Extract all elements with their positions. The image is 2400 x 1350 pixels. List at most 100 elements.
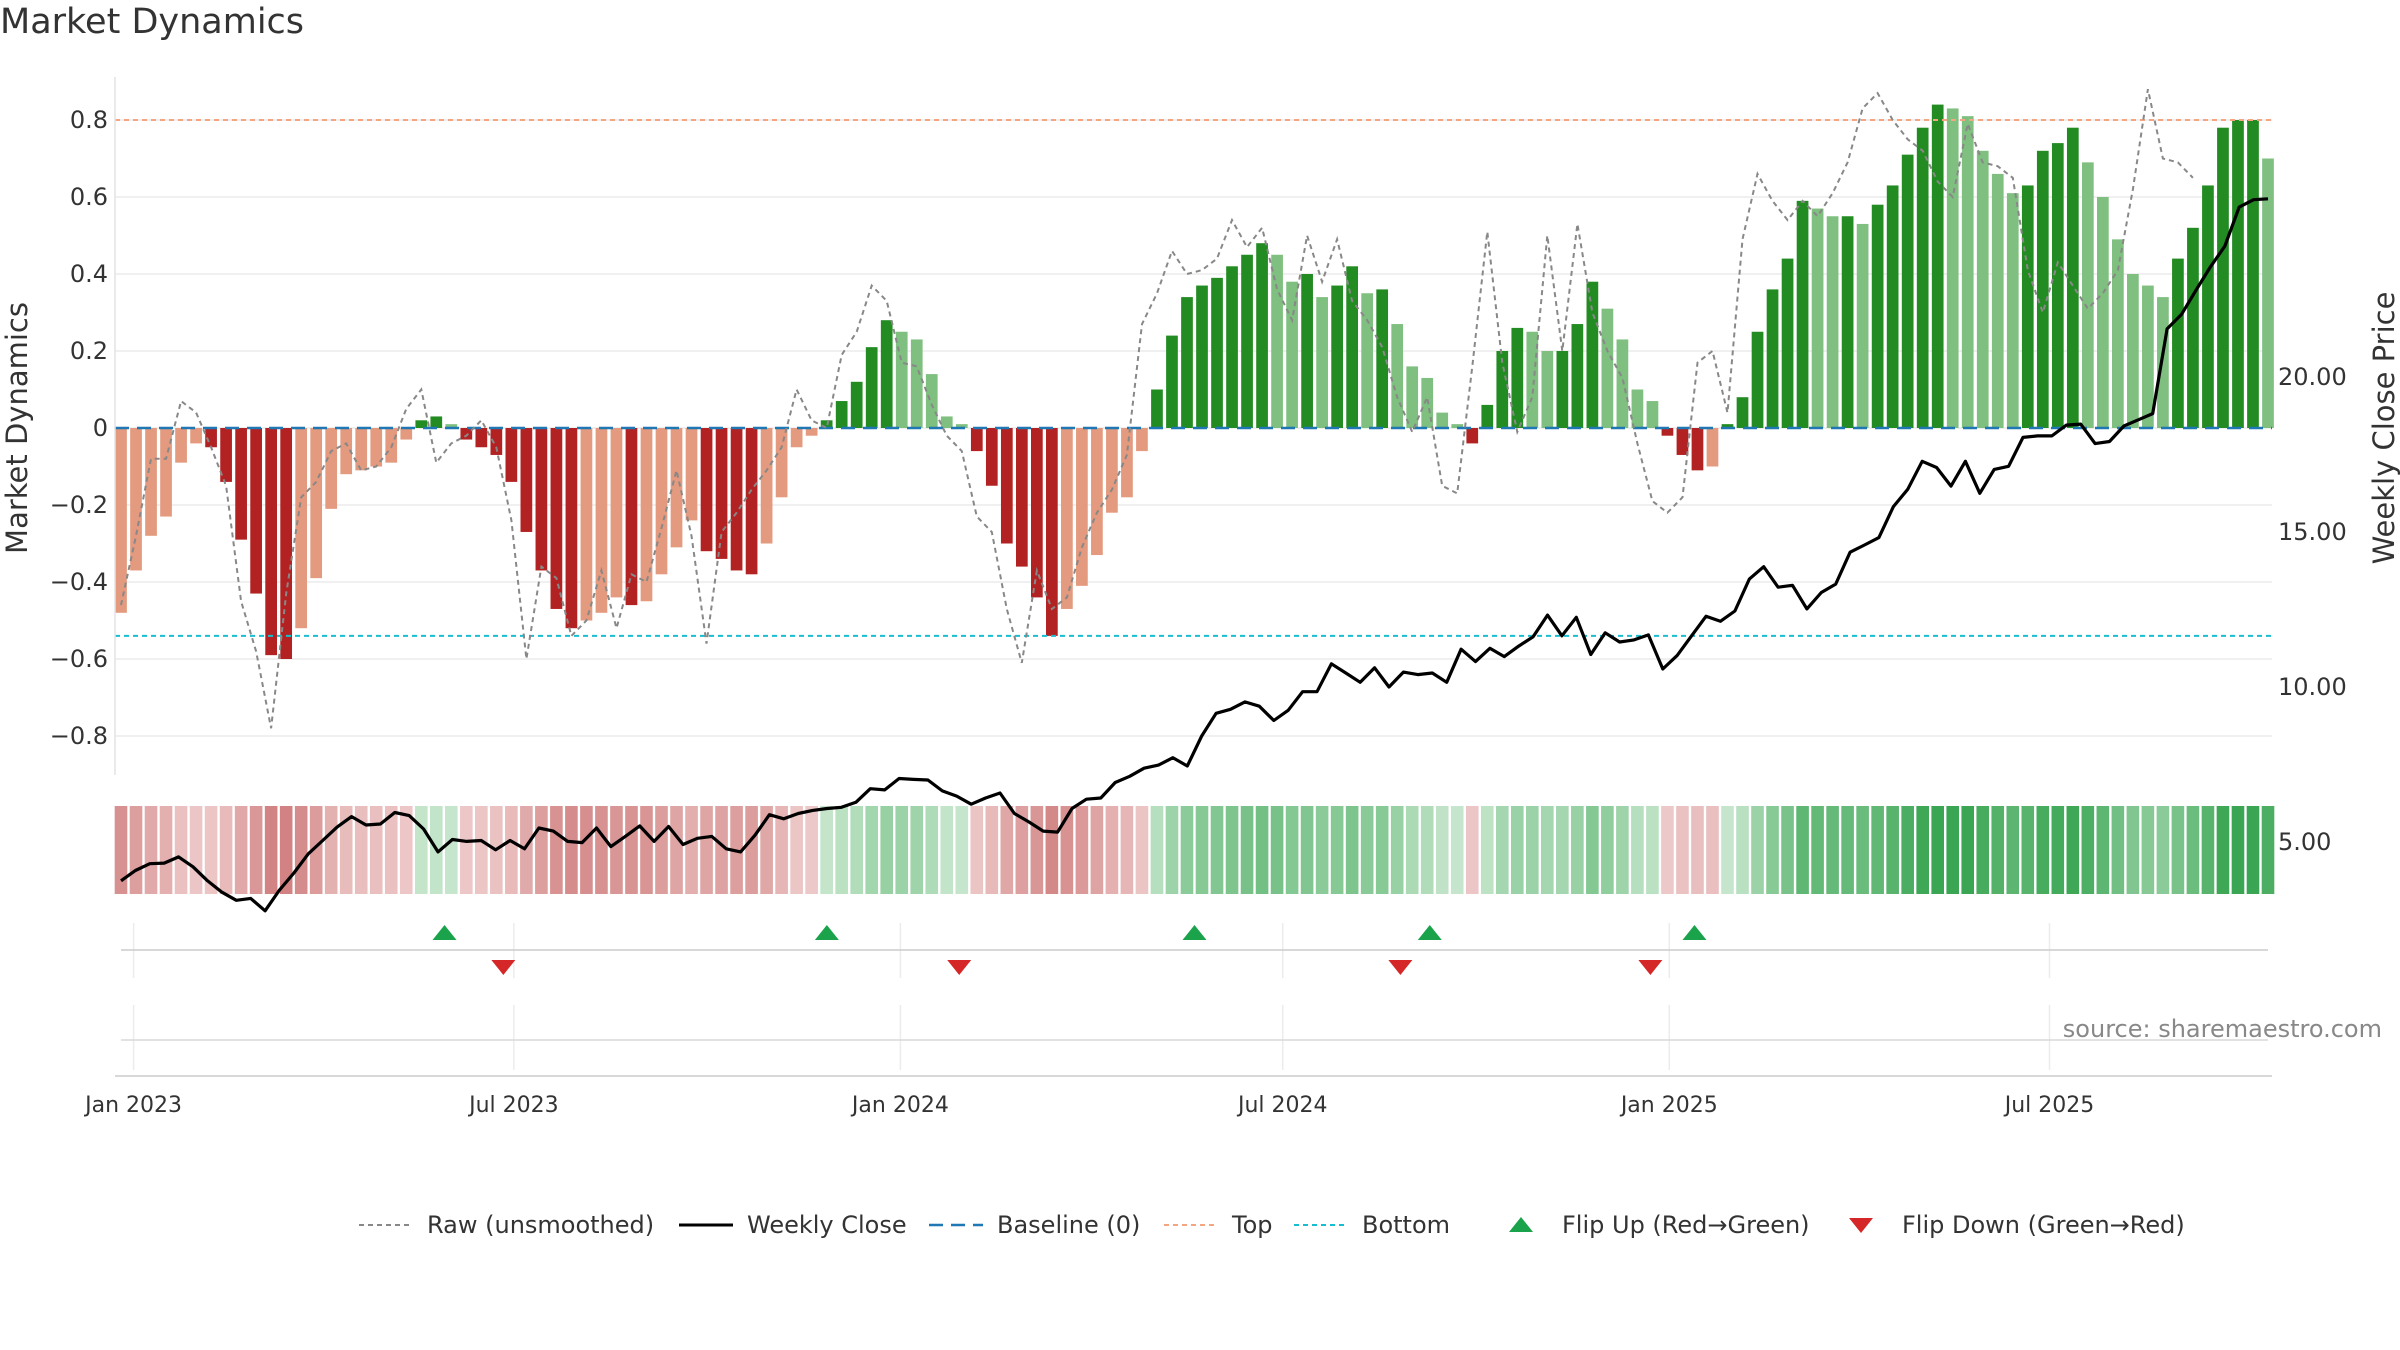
heatmap-cell [1390, 806, 1404, 894]
bar [700, 428, 713, 552]
y2-tick-label: 20.00 [2278, 363, 2347, 391]
bar [1196, 285, 1208, 428]
heatmap-cell [1345, 806, 1359, 894]
heatmap-cell [985, 806, 999, 894]
heatmap-cell [1706, 806, 1719, 894]
bar [1316, 297, 1328, 428]
heatmap-cell [1480, 806, 1494, 894]
bar [1046, 428, 1058, 636]
bar [1451, 424, 1464, 428]
bar [985, 428, 998, 486]
heatmap-cell [460, 806, 473, 894]
bar [250, 428, 262, 594]
bar [2112, 239, 2124, 428]
bar [535, 428, 548, 571]
bar [1601, 308, 1614, 428]
y-tick-label: −0.4 [50, 568, 108, 596]
bar [370, 428, 383, 467]
heatmap-cell [1541, 806, 1554, 894]
flip-down-marker [1388, 960, 1413, 975]
bar [1541, 351, 1554, 428]
bar [715, 428, 728, 559]
heatmap-cell [2096, 806, 2110, 894]
heatmap-cell [1781, 806, 1794, 894]
bar [115, 428, 127, 613]
bar [940, 416, 953, 428]
bar [2066, 127, 2079, 428]
bar [1000, 428, 1013, 544]
bar [1091, 428, 1103, 556]
heatmap-cell [1841, 806, 1854, 894]
heatmap-cell [2156, 806, 2170, 894]
heatmap-cell [309, 806, 323, 894]
bar [580, 428, 593, 621]
heatmap-cell [1586, 806, 1599, 894]
flip-up-marker [1182, 925, 1207, 940]
y2-tick-label: 10.00 [2278, 673, 2347, 701]
heatmap-cell [715, 806, 728, 894]
heatmap-cell [1766, 806, 1779, 894]
heatmap-cell [580, 806, 593, 894]
heatmap-cell [1300, 806, 1314, 894]
regime-heatmap-strip [114, 806, 2275, 894]
bar [565, 428, 578, 629]
bar [2036, 150, 2049, 429]
heatmap-cell [940, 806, 954, 894]
legend-label: Bottom [1362, 1211, 1451, 1239]
bar [805, 428, 818, 436]
y-axis-title: Market Dynamics [0, 302, 34, 554]
source-note: source: sharemaestro.com [2062, 1015, 2382, 1043]
bar [1826, 216, 1839, 428]
bar [2202, 185, 2214, 428]
heatmap-cell [2081, 806, 2095, 894]
bar [490, 428, 503, 455]
bar [2247, 120, 2259, 428]
legend-item-close: Weekly Close [675, 1205, 907, 1245]
bar [520, 428, 533, 532]
heatmap-cell [475, 806, 488, 894]
heatmap-cell [1330, 806, 1344, 894]
heatmap-cell [1616, 806, 1629, 894]
heatmap-cell [189, 806, 203, 894]
bar [655, 428, 668, 575]
heatmap-cell [2111, 806, 2125, 894]
heatmap-cell [925, 806, 939, 894]
bar [745, 428, 758, 575]
bar [1061, 428, 1073, 609]
heatmap-cell [550, 806, 563, 894]
heatmap-cell [1360, 806, 1374, 894]
heatmap-cell [1135, 806, 1149, 894]
heatmap-cell [219, 806, 233, 894]
y-tick-label: 0 [93, 414, 108, 442]
heatmap-cell [850, 806, 863, 894]
heatmap-cell [1105, 806, 1119, 894]
legend-label: Top [1232, 1211, 1273, 1239]
bar [235, 428, 247, 540]
bar [1331, 285, 1343, 428]
heatmap-cell [2021, 806, 2035, 894]
bar [1676, 428, 1689, 455]
bar [2021, 185, 2034, 428]
bar [1646, 401, 1659, 428]
heatmap-cell [204, 806, 218, 894]
heatmap-cell [1796, 806, 1809, 894]
heatmap-cell [760, 806, 773, 894]
chart-title: Market Dynamics [0, 2, 305, 42]
heatmap-cell [1736, 806, 1749, 894]
bar [1796, 200, 1809, 428]
bar [1286, 281, 1298, 428]
bar [1661, 428, 1674, 436]
heatmap-cell [1255, 806, 1269, 894]
bar [1106, 428, 1118, 513]
x-tick-label: Jan 2024 [850, 1093, 949, 1118]
heatmap-cell [144, 806, 158, 894]
flip-markers-panel [121, 925, 2268, 1041]
flip-up-marker [814, 925, 839, 940]
x-tick-label: Jul 2024 [1236, 1093, 1328, 1118]
bar [475, 428, 488, 448]
heatmap-cell [910, 806, 924, 894]
legend-label: Baseline (0) [997, 1211, 1141, 1239]
heatmap-cell [1871, 806, 1884, 894]
y-tick-label: −0.6 [50, 645, 108, 673]
bar [280, 428, 293, 659]
